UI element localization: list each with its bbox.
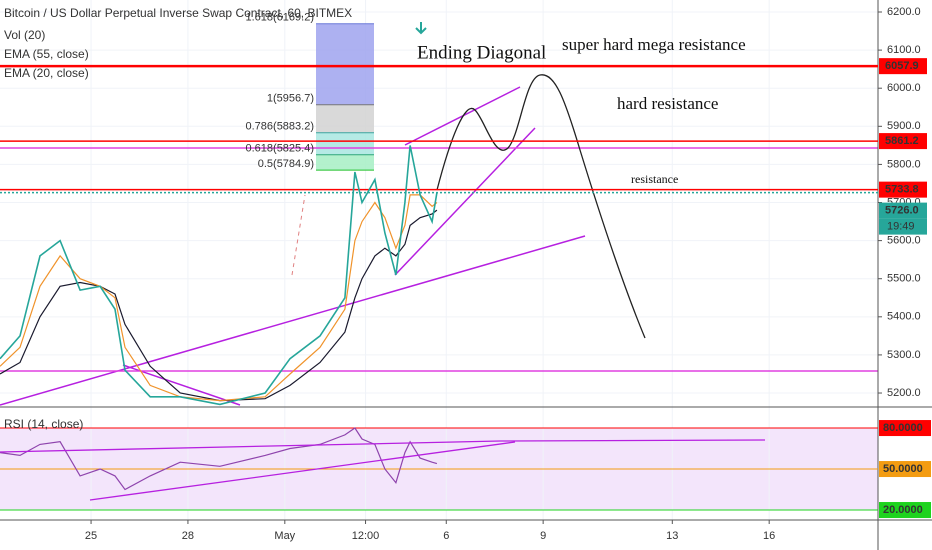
x-tick-label: 16 — [763, 530, 775, 542]
countdown-badge — [879, 218, 927, 235]
fib-zone — [316, 23, 374, 105]
series-line — [0, 194, 438, 402]
x-tick-label: 6 — [443, 530, 449, 542]
y-tick-label: 5300.0 — [887, 349, 921, 361]
fib-label: 0.5(5784.9) — [258, 158, 314, 170]
fib-zone — [316, 154, 374, 171]
level-badge — [879, 202, 927, 219]
legend-entry: EMA (20, close) — [4, 66, 89, 80]
legend-entry: Vol (20) — [4, 28, 45, 42]
series-line — [0, 209, 438, 402]
wedge-lower — [394, 127, 536, 276]
annotation: hard resistance — [617, 94, 718, 113]
level-badge — [879, 58, 927, 75]
rsi-badge — [879, 420, 931, 437]
countdown: 19:49 — [887, 221, 915, 233]
annotation: Ending Diagonal — [417, 42, 546, 63]
trend-line — [0, 235, 586, 406]
fib-label: 0.786(5883.2) — [246, 121, 315, 133]
y-tick-label: 5400.0 — [887, 311, 921, 323]
y-tick-label: 6000.0 — [887, 82, 921, 94]
x-tick-label: May — [274, 530, 295, 542]
y-tick-label: 5200.0 — [887, 387, 921, 399]
fib-zone — [316, 132, 374, 155]
rsi-trend-line — [89, 441, 516, 501]
fib-label: 1.618(6169.2) — [246, 12, 315, 24]
fib-zone — [316, 104, 374, 133]
y-tick-label: 20.0000 — [883, 504, 923, 516]
projection-path — [436, 74, 646, 339]
y-tick-label: 80.0000 — [883, 422, 923, 434]
x-tick-label: 25 — [85, 530, 97, 542]
rsi-trend-line — [0, 440, 501, 453]
level-label: 6057.9 — [885, 60, 919, 72]
level-badge — [879, 133, 927, 150]
level-badge — [879, 181, 927, 198]
x-tick-label: 13 — [666, 530, 678, 542]
x-tick-label: 28 — [182, 530, 194, 542]
level-label: 5861.2 — [885, 135, 919, 147]
fib-label: 0.618(5825.4) — [246, 143, 315, 155]
series-line — [0, 427, 438, 491]
rsi-badge — [879, 502, 931, 519]
fib-trend — [291, 194, 306, 276]
y-tick-label: 5500.0 — [887, 273, 921, 285]
y-tick-label: 50.0000 — [883, 463, 923, 475]
y-tick-label: 5900.0 — [887, 120, 921, 132]
x-tick-label: 9 — [540, 530, 546, 542]
annotation: resistance — [631, 172, 678, 186]
annotation: super hard mega resistance — [562, 35, 746, 54]
legend-entry: EMA (55, close) — [4, 47, 89, 61]
fib-label: 1(5956.7) — [267, 93, 314, 105]
y-tick-label: 5600.0 — [887, 235, 921, 247]
x-tick-label: 12:00 — [352, 530, 380, 542]
rsi-badge — [879, 461, 931, 478]
y-tick-label: 6200.0 — [887, 6, 921, 18]
arrow-icon — [415, 22, 427, 35]
series-line — [0, 145, 438, 406]
chart-title: Bitcoin / US Dollar Perpetual Inverse Sw… — [4, 6, 352, 20]
level-label: 5726.0 — [885, 205, 919, 217]
level-label: 5733.8 — [885, 184, 919, 196]
y-tick-label: 6100.0 — [887, 44, 921, 56]
y-tick-label: 5800.0 — [887, 158, 921, 170]
rsi-title: RSI (14, close) — [4, 417, 83, 431]
rsi-trend-line — [499, 439, 766, 442]
